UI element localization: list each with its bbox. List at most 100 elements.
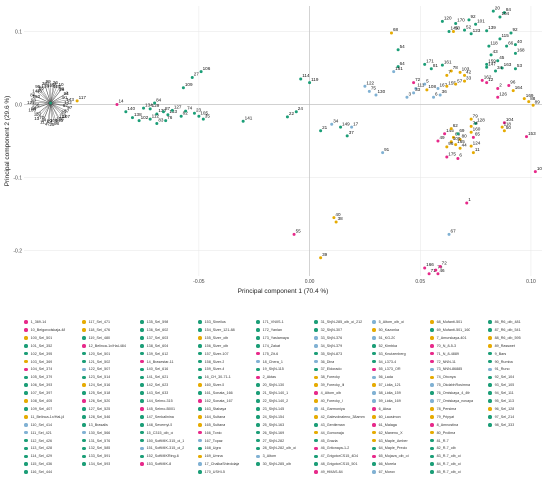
legend-item: 65_Mojava_olb_oi	[370, 452, 409, 460]
legend-swatch	[314, 383, 318, 387]
data-point	[201, 117, 205, 121]
data-point-label: 43	[493, 49, 499, 54]
data-point-label: 118	[504, 121, 512, 126]
star-point-label: 135	[49, 83, 57, 88]
legend-item: 96_Sel_128	[486, 405, 514, 413]
y-axis-ticks: -0.2 -0.1 0.0 0.1	[13, 29, 22, 254]
legend-swatch	[82, 359, 86, 364]
legend-label: 80_Prolima	[436, 430, 456, 435]
legend-label: 9_Bars	[494, 351, 507, 356]
data-point-label: 100	[453, 136, 461, 141]
data-point	[153, 101, 157, 105]
star-connector	[50, 99, 71, 104]
data-point-label: 104	[501, 11, 509, 16]
legend-label: 8_Amnostina	[436, 422, 459, 427]
star-connector	[50, 82, 56, 104]
data-point	[469, 144, 473, 148]
legend-item: 23_ShjN-145	[254, 405, 284, 413]
data-point-label: 159	[488, 59, 496, 64]
legend-swatch	[256, 343, 260, 348]
data-point	[345, 134, 349, 138]
data-point	[485, 81, 489, 85]
legend-label: 148_Severnyi-5	[146, 422, 173, 427]
data-point-label: 123	[473, 28, 481, 33]
legend-swatch	[24, 430, 28, 435]
legend-label: 2_Aktas	[262, 375, 276, 380]
legend-item: 103_Sel_369	[22, 358, 52, 366]
legend-label: 121_Sel_502	[88, 359, 111, 364]
legend-label: 128_Sel_546	[88, 414, 111, 419]
star-connector	[50, 102, 70, 108]
legend-swatch	[82, 407, 86, 411]
legend-label: 147_Senkalinina	[146, 414, 174, 419]
data-point	[445, 155, 449, 159]
legend-swatch	[140, 438, 144, 443]
data-point-label: 69	[459, 128, 465, 133]
data-point-label: 170	[457, 18, 465, 23]
legend-label: 60_Lausimon	[378, 414, 401, 419]
legend-item: 61_Malaga	[370, 421, 397, 429]
data-point-label: 49	[439, 135, 445, 140]
legend-item: 155_Sizer_olb	[196, 334, 228, 342]
data-point	[474, 22, 478, 26]
data-point-label: 62	[453, 123, 459, 128]
data-point	[330, 122, 334, 126]
legend-label: 161_Sonata_166	[204, 391, 233, 396]
data-point	[513, 43, 517, 47]
data-point-label: 84	[156, 97, 162, 102]
legend-label: 12_Belinca-1x/Hal-484	[88, 343, 126, 348]
legend-label: 33_ShjN-376	[320, 335, 343, 340]
legend-item: 44_Gomonaja	[312, 429, 344, 437]
data-point	[166, 113, 170, 117]
legend-label: 73_NNN-86885	[436, 367, 463, 372]
legend-item: 136_Sel_602	[138, 326, 168, 334]
legend-item: 126_Sel_520	[80, 397, 110, 405]
legend-item: 74_Obonya	[428, 373, 456, 381]
legend-swatch	[430, 343, 434, 348]
legend-label: 100_Sel_501	[30, 335, 53, 340]
legend-swatch	[314, 328, 318, 332]
data-point	[405, 95, 409, 99]
data-point-label: 36	[442, 89, 448, 94]
data-point	[451, 135, 455, 139]
legend-label: 95_Sel_113	[494, 399, 515, 403]
legend-label: 58_Lidia_159	[378, 391, 401, 396]
legend-item: 72_NNN-11	[428, 358, 456, 366]
legend-swatch	[430, 462, 434, 466]
data-point-label: 20	[495, 5, 501, 10]
data-point-label: 81	[433, 63, 439, 68]
data-point-label: 89	[535, 99, 541, 104]
data-point-label: 83	[158, 118, 164, 123]
legend-item: 68_Mufanti-501	[428, 318, 462, 326]
legend-swatch	[140, 399, 144, 403]
legend-label: 42_Galevolnaleno_38amm	[320, 414, 365, 419]
legend-item: 63_Maple_Amber	[370, 437, 408, 445]
legend-item: 80_Prolima	[428, 429, 455, 437]
legend-item: 159_Sizer-4	[196, 365, 224, 373]
data-point-label: 39	[322, 252, 328, 257]
data-point	[319, 129, 323, 133]
legend-item: 121_Sel_502	[80, 358, 110, 366]
data-point-label: 6	[435, 91, 438, 96]
data-point-label: 147	[488, 61, 496, 66]
legend-item: 143_Sel_633	[138, 389, 168, 397]
legend-item: 160_Sizer-5	[196, 381, 224, 389]
legend-item: 1_369-14	[22, 318, 46, 326]
data-point	[443, 132, 447, 136]
data-point	[434, 268, 438, 272]
legend-swatch	[140, 336, 144, 340]
data-point-label: 55	[296, 229, 302, 234]
legend-item: 45_Grazia	[312, 437, 338, 445]
data-point-label: 155	[448, 80, 456, 85]
star-connector	[33, 99, 51, 104]
legend-swatch	[488, 320, 492, 324]
legend: 1_369-14 10_Belgorodskaja-48 100_Sel_501 10…	[22, 318, 542, 480]
legend-swatch	[256, 462, 260, 466]
legend-swatch	[488, 399, 492, 403]
star-point-label: 1	[66, 90, 69, 95]
legend-swatch	[24, 422, 28, 427]
star-point-label: 11	[40, 120, 45, 125]
legend-swatch	[82, 328, 86, 332]
data-point-label: 57	[457, 78, 463, 83]
legend-label: 162_Sonata_167	[204, 399, 233, 403]
